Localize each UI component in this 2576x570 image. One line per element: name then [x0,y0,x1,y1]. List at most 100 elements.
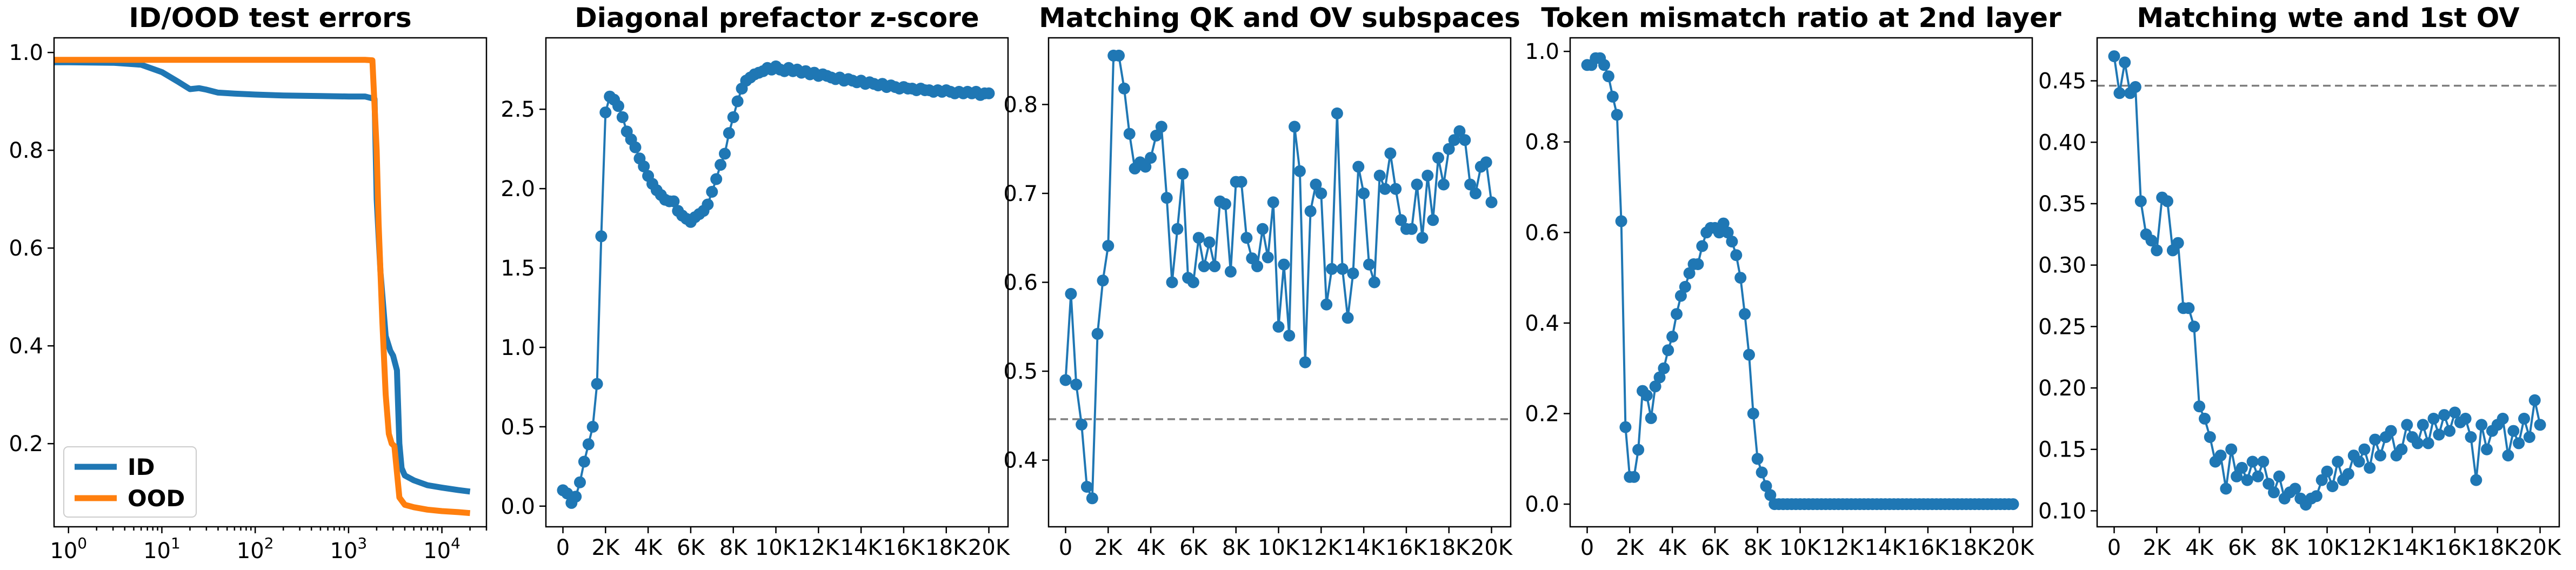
data-point [2475,419,2488,431]
data-point [731,95,744,108]
y-tick-label: 2.5 [500,97,535,122]
data-point [1743,348,1755,361]
chart-title: Matching QK and OV subspaces [1039,2,1520,33]
data-point [1721,226,1734,239]
data-point [1734,272,1747,284]
data-point [2427,412,2440,425]
data-point [2448,406,2461,419]
data-point [2161,195,2173,207]
data-point [1713,226,1725,239]
data-point [1628,471,1640,483]
series-1 [1581,52,2019,511]
data-point [1459,134,1471,146]
data-point [710,173,723,185]
data-point [1405,223,1418,235]
data-point [591,378,603,390]
data-point [1658,362,1670,374]
data-point [574,476,586,488]
data-point [2225,443,2238,455]
data-point [1187,276,1199,289]
data-point [983,87,995,99]
data-point [1619,421,1632,433]
y-tick-label: 0.45 [2038,69,2086,94]
data-point [2246,455,2259,468]
data-point [1717,217,1730,230]
data-point [1437,178,1450,191]
data-point [2438,409,2451,421]
x-tick-label: 16K [2434,535,2477,560]
data-point [1373,170,1386,182]
data-point [2321,465,2333,478]
x-tick-label: 10K [755,535,798,560]
data-point [2401,419,2413,431]
data-point [2134,195,2147,207]
data-point [2273,470,2285,482]
data-point [2326,480,2339,492]
y-tick-label: 1.0 [9,41,43,65]
x-tick-label: 0 [2107,535,2121,560]
data-point [2481,443,2493,455]
data-point [1251,260,1264,272]
x-tick-label: 8K [2271,535,2299,560]
data-point [2444,425,2456,437]
data-point [2220,482,2232,495]
data-point [1267,196,1279,209]
data-point [1368,276,1380,289]
data-point [1422,170,1434,182]
data-point [2417,419,2429,431]
data-point [2268,486,2280,499]
y-tick-label: 0.10 [2038,499,2086,524]
data-point [2129,81,2141,93]
x-tick-label: 20K [1471,535,1513,560]
y-tick-label: 0.7 [1003,182,1038,206]
data-point [2502,450,2514,462]
x-tick-label: 12K [2349,535,2392,560]
data-point [1336,263,1349,275]
data-point [1065,287,1077,300]
data-point [1453,125,1466,137]
data-point [727,111,739,123]
data-point [1139,160,1152,173]
x-tick-label: 2K [1616,535,1644,560]
data-point [1235,176,1247,188]
data-point [2332,455,2344,468]
data-point [612,100,624,112]
data-point [723,127,735,139]
data-point [715,159,727,171]
series-line [1587,57,2013,506]
data-point [1177,167,1189,180]
x-tick-label: 4K [1137,535,1165,560]
x-tick-label: 100 [50,534,87,564]
y-tick-label: 0.6 [9,236,43,261]
data-point [1160,192,1173,204]
data-point [1730,249,1743,261]
data-point [719,147,731,160]
data-point [1257,223,1269,235]
y-tick-label: 2.0 [500,177,535,202]
series-1 [1059,49,1498,505]
x-tick-label: 16K [1907,535,1950,560]
x-tick-label: 104 [423,534,461,564]
data-point [638,160,650,172]
data-point [1155,120,1167,133]
data-point [1760,480,1772,492]
x-tick-label: 14K [840,535,883,560]
y-tick-label: 0.30 [2038,253,2086,278]
data-point [1278,258,1290,271]
x-tick-label: 18K [925,535,968,560]
data-point [1432,152,1444,164]
data-point [2358,443,2371,455]
data-point [2342,468,2354,480]
data-point [1674,290,1687,302]
x-tick-label: 10K [1779,535,1822,560]
data-point [1671,308,1683,320]
x-tick-label: 6K [1179,535,1208,560]
data-point [1347,267,1359,279]
data-point [1145,152,1157,164]
data-point [1696,240,1709,252]
data-point [1262,251,1274,264]
data-point [1632,444,1645,456]
data-point [1283,330,1296,342]
data-point [1352,160,1365,173]
